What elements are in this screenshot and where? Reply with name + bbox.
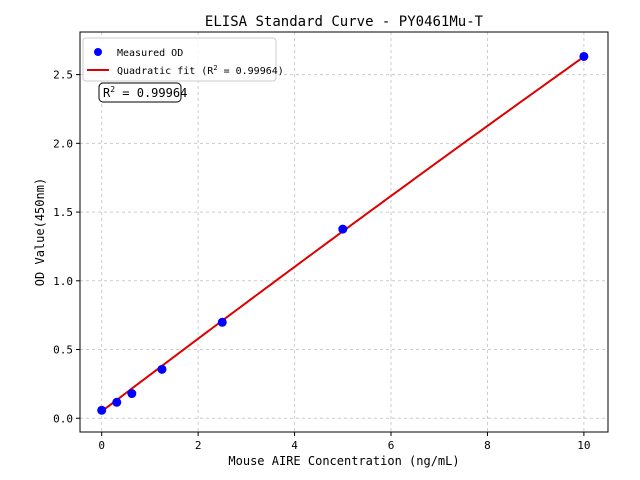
x-tick-label: 4 bbox=[291, 439, 298, 452]
data-point bbox=[97, 405, 107, 415]
x-tick-label: 8 bbox=[484, 439, 491, 452]
legend-box bbox=[82, 37, 277, 82]
y-axis-label: OD Value(450nm) bbox=[33, 178, 47, 286]
data-point bbox=[112, 397, 122, 407]
x-axis-label: Mouse AIRE Concentration (ng/mL) bbox=[228, 454, 459, 468]
x-tick-label: 0 bbox=[98, 439, 105, 452]
data-point bbox=[127, 389, 137, 399]
legend-marker-measured bbox=[94, 48, 102, 56]
x-tick-label: 2 bbox=[195, 439, 202, 452]
x-tick-label: 6 bbox=[388, 439, 395, 452]
annotation-box bbox=[98, 82, 182, 103]
y-tick-label: 0.0 bbox=[53, 412, 73, 425]
data-point bbox=[579, 51, 589, 61]
plot-frame bbox=[79, 31, 609, 433]
r-squared-annotation: R2 = 0.99964 bbox=[98, 82, 187, 103]
y-tick-label: 2.0 bbox=[53, 137, 73, 150]
annotation-text: R2 = 0.99964 bbox=[103, 85, 187, 100]
legend-label-measured: Measured OD bbox=[117, 48, 183, 59]
legend: Measured OD Quadratic fit (R2 = 0.99964) bbox=[82, 37, 284, 82]
chart-title: ELISA Standard Curve - PY0461Mu-T bbox=[205, 14, 484, 30]
data-points bbox=[97, 51, 589, 415]
legend-label-fit: Quadratic fit (R2 = 0.99964) bbox=[117, 64, 284, 77]
data-point bbox=[338, 224, 348, 234]
axis-ticks: 0 2 4 6 8 10 0.0 0.5 1.0 1.5 2.0 2.5 bbox=[53, 69, 590, 452]
x-tick-label: 10 bbox=[577, 439, 590, 452]
data-point bbox=[217, 317, 227, 327]
y-tick-label: 1.0 bbox=[53, 275, 73, 288]
y-tick-label: 0.5 bbox=[53, 344, 73, 357]
y-tick-label: 2.5 bbox=[53, 69, 73, 82]
data-point bbox=[157, 364, 167, 374]
y-tick-label: 1.5 bbox=[53, 206, 73, 219]
